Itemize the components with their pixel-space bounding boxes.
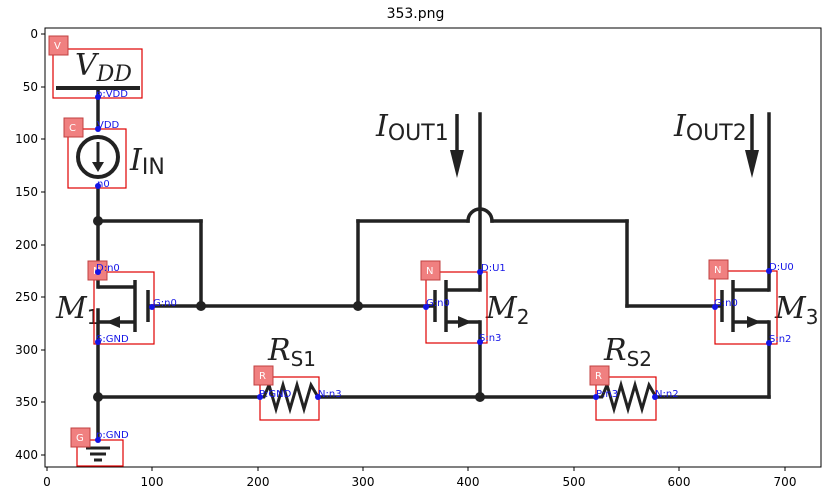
pin-label: G:n0 (714, 298, 738, 309)
x-tick-label: 600 (668, 475, 691, 489)
y-tick-label: 100 (15, 132, 38, 146)
rs1-tag (253, 365, 274, 386)
vdd-tag-text: V (54, 41, 61, 52)
plot-frame (44, 27, 822, 468)
pin-label: n0 (97, 179, 110, 190)
iout2-arrow (745, 114, 759, 178)
rs1-tag-text: R (259, 371, 266, 382)
iout2-label: IOUT2 (673, 109, 747, 146)
rs2-label: RS2 (603, 333, 652, 371)
ground-symbol (86, 446, 110, 462)
y-axis: 0 50 100 150 200 250 300 350 400 (15, 27, 45, 462)
x-tick-label: 400 (457, 475, 480, 489)
pin-label: S:GND (96, 334, 129, 345)
y-tick-label: 50 (23, 80, 38, 94)
pin-label: D:n0 (96, 263, 120, 274)
pin-label: G:n0 (153, 298, 177, 309)
iin-tag-text: C (69, 123, 76, 134)
y-tick-label: 300 (15, 343, 38, 357)
x-tick-label: 0 (43, 475, 51, 489)
x-tick-label: 500 (563, 475, 586, 489)
m2-arrow (458, 316, 472, 328)
m1-transistor-symbol (98, 280, 150, 332)
current-source-symbol (76, 135, 120, 179)
vdd-label: VDD (75, 48, 132, 87)
pin-label: S:n3 (479, 333, 501, 344)
pin-label: S:n2 (769, 334, 791, 345)
m3-tag-text: N (714, 265, 721, 276)
pin-label: N:n3 (318, 389, 342, 400)
pin-labels: p:VDD VDD n0 D:n0 G:n0 S:GND D:U1 G:n0 S… (96, 89, 794, 441)
x-tick-label: 200 (247, 475, 270, 489)
rs1-label: RS1 (267, 333, 316, 371)
junction-dots (93, 216, 485, 402)
y-tick-label: 350 (15, 395, 38, 409)
x-axis: 0 100 200 300 400 500 600 700 (43, 467, 796, 489)
m1-arrow (106, 316, 120, 328)
pin-label: P:GND (259, 389, 292, 400)
pin-markers (95, 94, 772, 443)
rs2-resistor-symbol (596, 379, 658, 415)
x-tick-label: 300 (352, 475, 375, 489)
y-tick-label: 200 (15, 238, 38, 252)
pin-label: P:n3 (596, 389, 618, 400)
m3-label: M3 (774, 291, 818, 329)
m2-label: M2 (485, 291, 529, 329)
pin-label: D:U0 (769, 262, 794, 273)
x-tick-label: 100 (141, 475, 164, 489)
rs2-tag-text: R (595, 371, 602, 382)
y-tick-label: 250 (15, 290, 38, 304)
x-tick-label: 700 (774, 475, 797, 489)
iout1-label: IOUT1 (375, 109, 449, 146)
component-tags: V C N N N R R G (48, 35, 729, 448)
y-tick-label: 400 (15, 448, 38, 462)
figure-title: 353.png (386, 6, 445, 22)
rs1-resistor-symbol (258, 379, 320, 415)
m2-tag-text: N (426, 266, 433, 277)
y-tick-label: 0 (30, 27, 38, 41)
pin-label: p:VDD (96, 89, 128, 100)
m2-tag (420, 260, 441, 281)
iout1-arrow (450, 114, 464, 178)
iin-label: IIN (129, 143, 165, 180)
gnd-tag (70, 427, 91, 448)
pin-label: p:GND (96, 430, 129, 441)
m1-label: M1 (55, 291, 99, 329)
iin-tag (63, 117, 84, 138)
vdd-tag (48, 35, 69, 56)
pin-label: VDD (97, 120, 120, 131)
m3-arrow (747, 316, 761, 328)
m3-tag (708, 259, 729, 280)
gnd-tag-text: G (76, 433, 84, 444)
y-tick-label: 150 (15, 185, 38, 199)
pin-label: N:n2 (655, 389, 679, 400)
rs2-tag (589, 365, 610, 386)
pin-label: G:n0 (426, 298, 450, 309)
pin-label: D:U1 (481, 263, 506, 274)
